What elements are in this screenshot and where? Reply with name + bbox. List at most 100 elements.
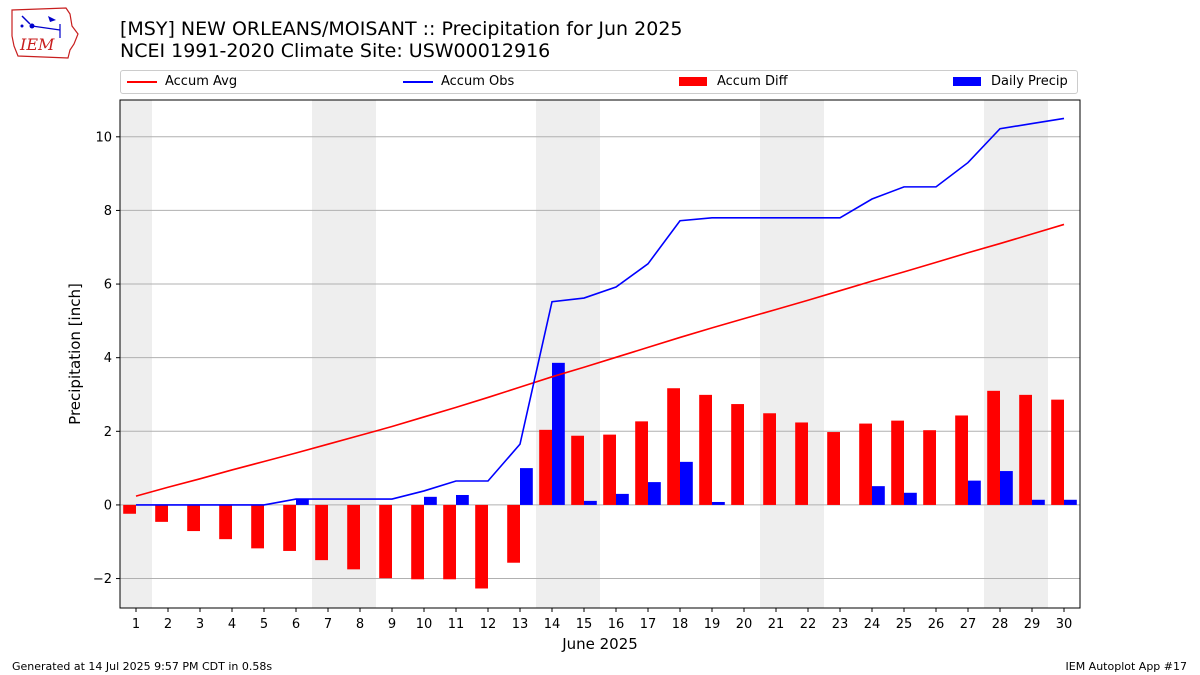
daily-precip-bar <box>520 468 533 505</box>
x-tick-label: 9 <box>388 617 396 632</box>
accum-diff-bar <box>891 420 904 505</box>
legend-label-accum-diff: Accum Diff <box>717 74 788 89</box>
x-tick-label: 1 <box>132 617 140 632</box>
x-tick-label: 22 <box>800 617 817 632</box>
legend: Accum Avg Accum Obs Accum Diff Daily Pre… <box>120 70 1078 94</box>
chart-title: [MSY] NEW ORLEANS/MOISANT :: Precipitati… <box>120 18 683 40</box>
x-tick-label: 10 <box>416 617 433 632</box>
accum-diff-bar <box>635 421 648 505</box>
accum-diff-bar <box>603 434 616 505</box>
accum-diff-bar <box>1051 399 1064 505</box>
x-tick-label: 7 <box>324 617 332 632</box>
accum-diff-bar <box>443 504 456 580</box>
x-tick-label: 13 <box>512 617 529 632</box>
x-tick-label: 19 <box>704 617 721 632</box>
x-tick-label: 6 <box>292 617 300 632</box>
accum-diff-bar <box>763 413 776 505</box>
legend-swatch-accum-obs <box>403 81 433 83</box>
legend-swatch-daily-precip <box>953 77 981 86</box>
x-tick-label: 29 <box>1024 617 1041 632</box>
daily-precip-bar <box>648 482 661 505</box>
daily-precip-bar <box>1032 499 1045 505</box>
accum-diff-bar <box>923 430 936 505</box>
x-tick-label: 27 <box>960 617 977 632</box>
daily-precip-bar <box>584 500 597 505</box>
legend-label-accum-avg: Accum Avg <box>165 74 238 89</box>
x-tick-label: 23 <box>832 617 849 632</box>
daily-precip-bar <box>456 494 469 505</box>
legend-swatch-accum-diff <box>679 77 707 86</box>
legend-swatch-accum-avg <box>127 81 157 83</box>
logo-text: IEM <box>19 35 55 54</box>
accum-diff-bar <box>187 504 200 532</box>
x-tick-label: 11 <box>448 617 465 632</box>
accum-diff-bar <box>219 504 232 540</box>
weekend-shade <box>984 100 1016 608</box>
accum-diff-bar <box>827 432 840 505</box>
accum-diff-bar <box>315 504 328 561</box>
daily-precip-bar <box>296 499 309 505</box>
x-tick-label: 3 <box>196 617 204 632</box>
x-tick-label: 8 <box>356 617 364 632</box>
x-tick-label: 14 <box>544 617 561 632</box>
x-tick-label: 17 <box>640 617 657 632</box>
y-tick-label: 6 <box>104 278 112 293</box>
accum-diff-bar <box>731 404 744 505</box>
y-tick-label: 8 <box>104 204 112 219</box>
x-tick-label: 4 <box>228 617 236 632</box>
y-tick-label: 10 <box>95 130 112 145</box>
accum-diff-bar <box>571 435 584 505</box>
accum-diff-bar <box>347 504 360 570</box>
accum-diff-bar <box>379 504 392 579</box>
accum-diff-bar <box>507 504 520 563</box>
y-tick-label: 2 <box>104 425 112 440</box>
daily-precip-bar <box>552 362 565 505</box>
accum-diff-bar <box>539 429 552 505</box>
y-tick-label: 4 <box>104 351 112 366</box>
accum-diff-bar <box>283 504 296 551</box>
x-tick-label: 30 <box>1056 617 1073 632</box>
app-credit: IEM Autoplot App #17 <box>1065 660 1188 673</box>
y-axis-label: Precipitation [inch] <box>66 283 84 425</box>
weekend-shade <box>760 100 792 608</box>
daily-precip-bar <box>904 492 917 505</box>
plot-frame <box>119 99 1081 609</box>
daily-precip-bar <box>1000 471 1013 505</box>
y-tick-label: −2 <box>93 572 112 587</box>
x-tick-label: 24 <box>864 617 881 632</box>
accum-diff-bar <box>475 504 488 589</box>
weekend-shade <box>568 100 600 608</box>
accum-diff-bar <box>155 504 168 522</box>
accum-diff-bar <box>667 388 680 505</box>
x-tick-label: 16 <box>608 617 625 632</box>
generated-timestamp: Generated at 14 Jul 2025 9:57 PM CDT in … <box>12 660 273 673</box>
weekend-shade <box>792 100 824 608</box>
accum-diff-bar <box>251 504 264 549</box>
x-tick-label: 20 <box>736 617 753 632</box>
accum-diff-bar <box>699 394 712 505</box>
chart-subtitle: NCEI 1991-2020 Climate Site: USW00012916 <box>120 40 551 62</box>
daily-precip-bar <box>968 480 981 505</box>
accum-diff-bar <box>987 390 1000 505</box>
accum-diff-bar <box>795 422 808 505</box>
daily-precip-bar <box>424 496 437 505</box>
accum-diff-bar <box>1019 394 1032 505</box>
weekend-shade <box>120 100 152 608</box>
daily-precip-bar <box>680 461 693 505</box>
x-tick-label: 21 <box>768 617 785 632</box>
weekend-shade <box>536 100 568 608</box>
x-tick-label: 26 <box>928 617 945 632</box>
accum-avg-line <box>135 223 1065 497</box>
y-tick-label: 0 <box>104 498 112 513</box>
accum-diff-bar <box>411 504 424 580</box>
daily-precip-bar <box>1064 499 1077 505</box>
x-tick-label: 12 <box>480 617 497 632</box>
accum-diff-bar <box>955 415 968 505</box>
legend-label-accum-obs: Accum Obs <box>441 74 515 89</box>
accum-diff-bar <box>859 423 872 505</box>
x-tick-label: 25 <box>896 617 913 632</box>
x-axis-label: June 2025 <box>561 635 638 653</box>
legend-label-daily-precip: Daily Precip <box>991 74 1068 89</box>
iem-logo: IEM <box>11 7 79 59</box>
